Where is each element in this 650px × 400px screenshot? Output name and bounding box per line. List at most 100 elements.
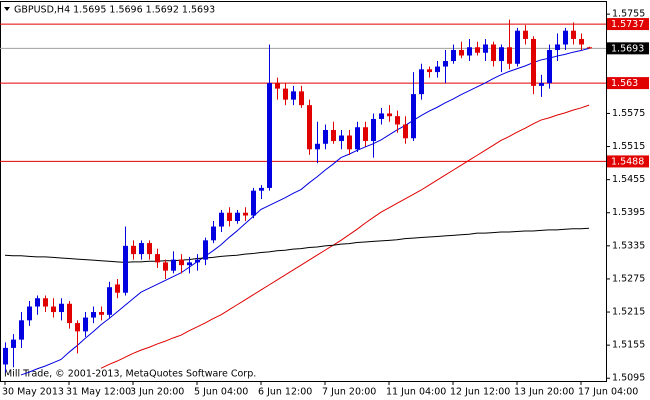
candle-body (523, 30, 528, 39)
bid-box (607, 42, 649, 55)
chart-title: GBPUSD,H4 1.5695 1.5696 1.5692 1.5693 (14, 5, 215, 16)
x-tick-label: 30 May 2013 (2, 387, 64, 398)
menu-icon[interactable] (4, 7, 10, 11)
candle-body (579, 38, 584, 45)
candle-body (83, 317, 88, 332)
level-box (607, 18, 649, 31)
candle-body (371, 118, 376, 142)
candle-body (227, 212, 232, 222)
candle-body (499, 47, 504, 62)
candle-body (555, 44, 560, 50)
x-tick-label: 11 Jun 04:00 (386, 387, 446, 398)
candle-body (467, 47, 472, 56)
plot-frame (0, 1, 607, 382)
candle-body (315, 143, 320, 150)
candle-body (171, 259, 176, 271)
ma-line (100, 104, 590, 369)
x-tick-label: 5 Jun 04:00 (194, 387, 248, 398)
candle-body (587, 47, 592, 49)
candle-body (51, 306, 56, 313)
footer: Mill Trade, © 2001-2013, MetaQuotes Soft… (4, 369, 256, 380)
x-tick-label: 13 Jun 20:00 (514, 387, 574, 398)
candle-body (235, 212, 240, 222)
level-box (607, 155, 649, 168)
candle-body (251, 190, 256, 216)
candle-body (275, 83, 280, 89)
y-tick-label: 1.5395 (612, 207, 645, 218)
candle-body (331, 129, 336, 142)
x-tick-label: 17 Jun 04:00 (578, 387, 638, 398)
candle-body (123, 245, 128, 293)
candle-body (155, 254, 160, 263)
y-tick-label: 1.5455 (612, 174, 645, 185)
candle-body (483, 44, 488, 53)
candle-body (299, 91, 304, 106)
candle-body (27, 306, 32, 321)
candle-body (427, 69, 432, 73)
level-label: 1.5488 (611, 156, 644, 167)
level-label: 1.563 (611, 78, 638, 89)
candle-body (147, 243, 152, 255)
candle-body (187, 262, 192, 266)
candle-body (515, 30, 520, 64)
candle-body (35, 298, 40, 307)
candle-body (571, 30, 576, 39)
candle-body (259, 187, 264, 191)
candle-body (323, 129, 328, 144)
candle-body (267, 83, 272, 188)
candle-body (115, 284, 120, 293)
y-tick-label: 1.5575 (612, 108, 645, 119)
x-tick-label: 31 May 12:00 (66, 387, 131, 398)
candle-body (451, 49, 456, 62)
x-tick-label: 3 Jun 20:00 (130, 387, 184, 398)
ma-line (4, 227, 590, 263)
y-tick-label: 1.5515 (612, 141, 645, 152)
candle-body (91, 312, 96, 318)
candle-body (419, 69, 424, 95)
candle-body (443, 61, 448, 67)
candle-body (403, 124, 408, 139)
candle-body (67, 303, 72, 324)
candle-body (43, 298, 48, 307)
level-box (607, 77, 649, 90)
y-tick-label: 1.5755 (612, 9, 645, 20)
candle-body (355, 127, 360, 150)
candle-body (539, 83, 544, 86)
candle-body (131, 245, 136, 255)
candle-body (291, 91, 296, 100)
candle-body (211, 226, 216, 241)
candle-body (547, 49, 552, 84)
candle-body (563, 30, 568, 45)
y-tick-label: 1.5095 (612, 373, 645, 384)
candle-body (387, 113, 392, 117)
candle-body (219, 212, 224, 227)
bid-label: 1.5693 (611, 43, 644, 54)
candle-body (243, 212, 248, 216)
candle-body (19, 320, 24, 340)
candle-body (307, 105, 312, 150)
candle-body (347, 135, 352, 150)
candle-body (435, 66, 440, 73)
y-tick-label: 1.5155 (612, 340, 645, 351)
candle-body (395, 116, 400, 125)
candle-body (139, 243, 144, 255)
candle-body (163, 262, 168, 271)
candle-body (459, 49, 464, 56)
candle-body (75, 323, 80, 332)
candle-body (379, 113, 384, 119)
candle-body (99, 312, 104, 315)
candle-body (11, 339, 16, 348)
candle-body (203, 240, 208, 260)
candle-body (507, 47, 512, 64)
candle-body (491, 44, 496, 62)
x-tick-label: 6 Jun 12:00 (258, 387, 312, 398)
candle-body (339, 135, 344, 142)
level-label: 1.5737 (611, 19, 644, 30)
candle-body (363, 127, 368, 142)
ma-line (20, 47, 590, 376)
candle-body (531, 38, 536, 86)
candle-body (3, 347, 8, 365)
candle-body (179, 259, 184, 266)
